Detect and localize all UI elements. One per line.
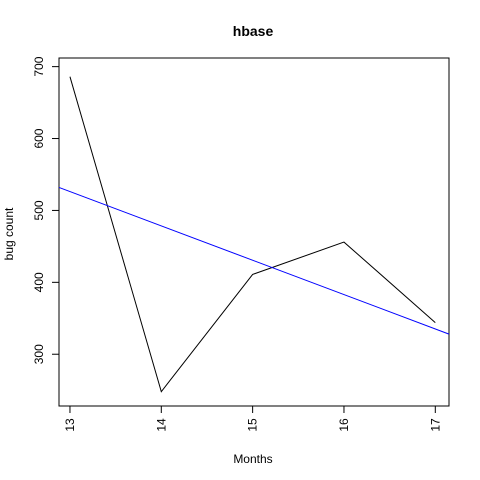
- y-axis: 300 400 500 600 700: [32, 56, 59, 364]
- chart-title: hbase: [233, 23, 274, 39]
- y-tick-label: 500: [32, 200, 46, 220]
- x-tick-label: 13: [63, 418, 77, 432]
- x-tick-label: 17: [428, 418, 442, 432]
- trend-line: [58, 186, 450, 335]
- x-tick-label: 16: [337, 418, 351, 432]
- y-tick-label: 700: [32, 56, 46, 76]
- x-tick-label: 14: [154, 418, 168, 432]
- y-tick-label: 600: [32, 128, 46, 148]
- series-line: [69, 76, 436, 393]
- y-axis-label: bug count: [2, 207, 16, 260]
- x-tick-label: 15: [246, 418, 260, 432]
- y-tick-label: 300: [32, 344, 46, 364]
- y-tick-label: 400: [32, 272, 46, 292]
- x-axis: 13 14 15 16 17: [63, 406, 442, 432]
- series-layer: [58, 76, 450, 393]
- x-axis-label: Months: [233, 452, 272, 466]
- plot-frame: [58, 57, 450, 407]
